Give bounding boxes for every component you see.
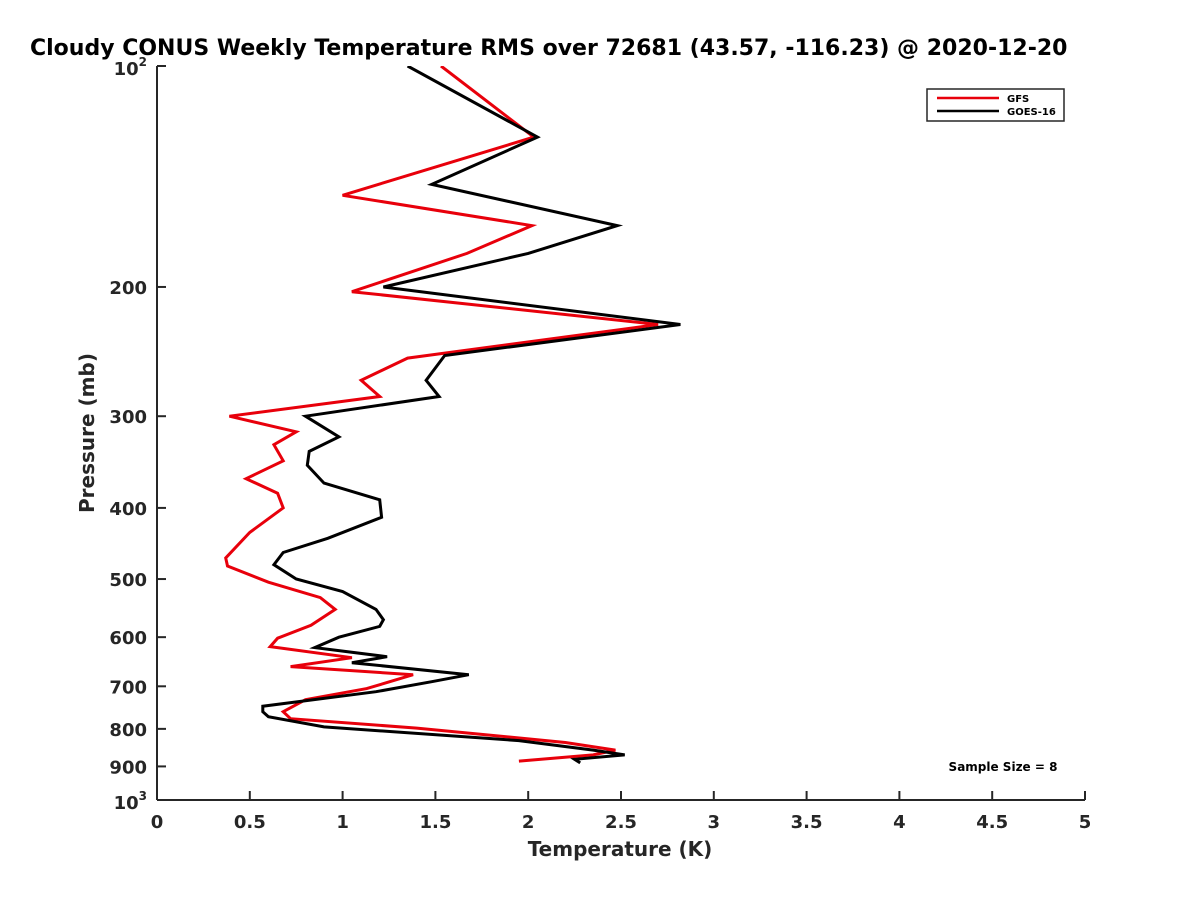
y-tick-label: 500 [109,570,147,591]
x-tick-label: 0 [151,812,164,833]
x-tick-label: 2.5 [605,812,637,833]
x-axis-label: Temperature (K) [528,837,713,861]
legend-label: GFS [1007,94,1029,105]
legend: GFS GOES-16 [926,88,1065,122]
x-tick-label: 5 [1079,812,1092,833]
series-line-goes-16 [261,66,681,765]
y-tick-label: 200 [109,278,147,299]
y-axis-label: Pressure (mb) [75,353,99,513]
y-tick-label: 102 [114,55,147,80]
series-line-gfs [224,66,659,763]
x-axis-ticks: 0 0.5 1 1.5 2 2.5 3 3.5 4 4.5 5 [151,791,1092,833]
x-tick-label: 4.5 [976,812,1008,833]
y-axis-ticks: 102 200 300 400 500 600 700 800 900 103 [109,55,166,814]
x-tick-label: 1.5 [419,812,451,833]
y-tick-label: 900 [109,757,147,778]
x-tick-label: 0.5 [234,812,266,833]
legend-box [926,88,1065,122]
x-tick-label: 1 [336,812,349,833]
x-tick-label: 3.5 [791,812,823,833]
x-tick-label: 2 [522,812,535,833]
y-tick-label: 600 [109,628,147,649]
x-tick-label: 4 [893,812,906,833]
plot-lines [224,66,681,765]
sample-size-annotation: Sample Size = 8 [949,760,1058,774]
y-tick-label: 103 [114,789,147,814]
y-tick-label: 700 [109,677,147,698]
y-tick-label: 300 [109,407,147,428]
legend-label: GOES-16 [1007,107,1056,118]
x-tick-label: 3 [708,812,721,833]
y-tick-label: 800 [109,720,147,741]
chart-title: Cloudy CONUS Weekly Temperature RMS over… [30,36,1067,61]
y-tick-label: 400 [109,499,147,520]
